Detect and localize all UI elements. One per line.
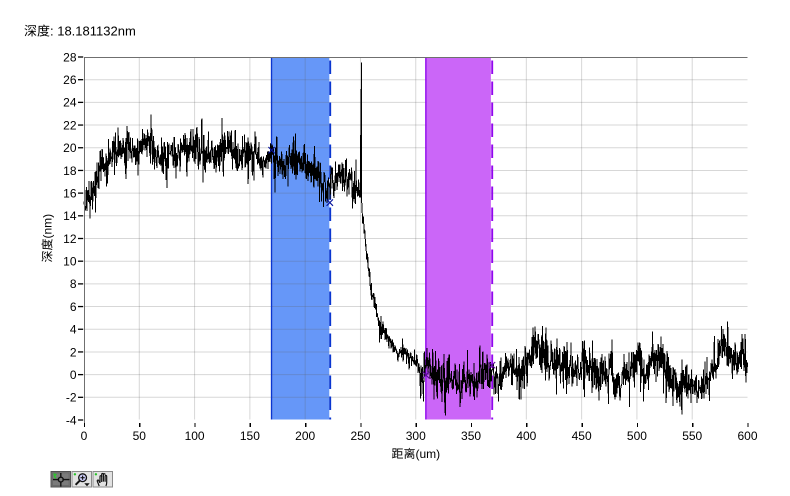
svg-text:12: 12 [63,232,77,246]
svg-text:24: 24 [63,96,77,110]
svg-text:150: 150 [240,429,260,443]
svg-text:20: 20 [63,141,77,155]
svg-text:22: 22 [63,118,77,132]
svg-text:(um): (um) [416,447,441,461]
svg-text:14: 14 [63,209,77,223]
svg-text:18: 18 [63,164,77,178]
svg-text:300: 300 [406,429,426,443]
svg-text:100: 100 [185,429,205,443]
svg-text:8: 8 [70,277,77,291]
svg-text:200: 200 [295,429,315,443]
svg-text:0: 0 [70,368,77,382]
svg-text:4: 4 [70,323,77,337]
svg-text:10: 10 [63,255,77,269]
svg-text:550: 550 [682,429,702,443]
svg-text:-2: -2 [66,391,77,405]
svg-text:6: 6 [70,300,77,314]
svg-text:(nm): (nm) [41,214,55,239]
svg-text:450: 450 [572,429,592,443]
svg-text:500: 500 [627,429,647,443]
svg-text:16: 16 [63,186,77,200]
svg-text:50: 50 [133,429,147,443]
svg-text:250: 250 [350,429,370,443]
svg-text:28: 28 [63,50,77,64]
svg-text:-4: -4 [66,413,77,427]
svg-text:0: 0 [81,429,88,443]
svg-text:600: 600 [737,429,757,443]
svg-text:350: 350 [461,429,481,443]
svg-text:: 18.181132nm: : 18.181132nm [50,24,136,39]
svg-text:400: 400 [516,429,536,443]
svg-text:2: 2 [70,345,77,359]
svg-text:26: 26 [63,73,77,87]
